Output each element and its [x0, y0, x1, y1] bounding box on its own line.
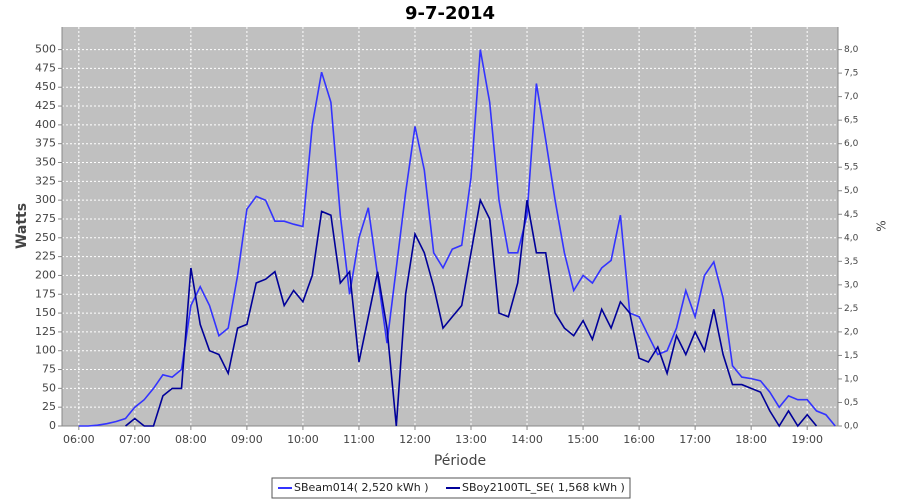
x-tick-label: 06:00: [63, 433, 95, 446]
y-tick-label: 225: [35, 250, 56, 263]
y-tick-label: 275: [35, 212, 56, 225]
y2-tick-label: 0,0: [844, 422, 859, 432]
y2-tick-label: 3,5: [844, 257, 858, 267]
y-tick-label: 125: [35, 325, 56, 338]
x-tick-label: 18:00: [735, 433, 767, 446]
y2-tick-label: 5,5: [844, 163, 858, 173]
y2-tick-label: 6,5: [844, 116, 858, 126]
x-tick-label: 12:00: [399, 433, 431, 446]
y2-tick-label: 8,0: [844, 45, 859, 55]
y2-tick-label: 5,0: [844, 186, 859, 196]
y-axis-label: Watts: [14, 203, 30, 249]
y-tick-label: 325: [35, 174, 56, 187]
legend-label: SBoy2100TL_SE( 1,568 kWh ): [462, 481, 625, 494]
x-tick-label: 08:00: [175, 433, 207, 446]
x-tick-label: 11:00: [343, 433, 375, 446]
x-tick-label: 16:00: [623, 433, 655, 446]
chart-title: 9-7-2014: [405, 3, 495, 24]
y2-tick-label: 1,5: [844, 351, 858, 361]
y-tick-label: 500: [35, 43, 56, 56]
y2-tick-label: 0,5: [844, 398, 858, 408]
y-tick-label: 0: [49, 419, 56, 432]
y2-axis-label: %: [875, 220, 889, 231]
y2-tick-label: 6,0: [844, 139, 859, 149]
y-tick-label: 250: [35, 231, 56, 244]
y-tick-label: 350: [35, 156, 56, 169]
y-tick-label: 100: [35, 344, 56, 357]
legend-label: SBeam014( 2,520 kWh ): [294, 481, 429, 494]
series-line: [124, 197, 818, 428]
y-tick-label: 75: [42, 363, 56, 376]
y-tick-label: 175: [35, 287, 56, 300]
x-tick-label: 19:00: [791, 433, 823, 446]
y2-tick-label: 1,0: [844, 374, 859, 384]
x-tick-label: 10:00: [287, 433, 319, 446]
y-tick-label: 450: [35, 80, 56, 93]
y2-tick-label: 7,5: [844, 69, 858, 79]
x-tick-label: 09:00: [231, 433, 263, 446]
y-tick-label: 25: [42, 400, 56, 413]
x-tick-label: 13:00: [455, 433, 487, 446]
y-tick-label: 200: [35, 268, 56, 281]
y-tick-label: 400: [35, 118, 56, 131]
y2-tick-label: 4,5: [844, 210, 858, 220]
y2-tick-label: 7,0: [844, 92, 859, 102]
y2-tick-label: 3,0: [844, 280, 859, 290]
x-tick-label: 14:00: [511, 433, 543, 446]
y-tick-label: 150: [35, 306, 56, 319]
x-tick-label: 07:00: [119, 433, 151, 446]
x-tick-label: 17:00: [679, 433, 711, 446]
x-tick-label: 15:00: [567, 433, 599, 446]
series-line: [78, 49, 836, 427]
y2-tick-label: 4,0: [844, 233, 859, 243]
y-tick-label: 475: [35, 61, 56, 74]
y2-tick-label: 2,5: [844, 304, 858, 314]
y-tick-label: 375: [35, 137, 56, 150]
x-axis-label: Période: [434, 453, 486, 469]
y2-tick-label: 2,0: [844, 327, 859, 337]
y-tick-label: 300: [35, 193, 56, 206]
y-tick-label: 425: [35, 99, 56, 112]
y-tick-label: 50: [42, 381, 56, 394]
